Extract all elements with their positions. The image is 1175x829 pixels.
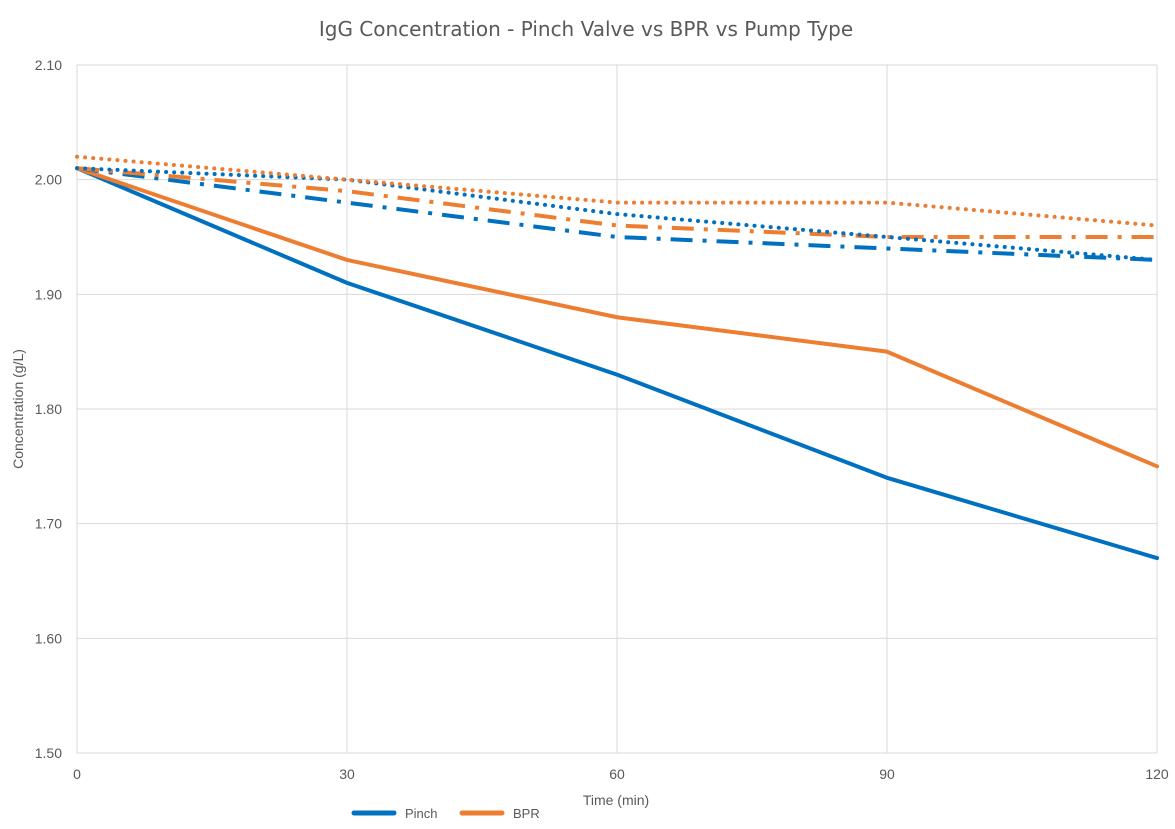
series-line-4 [75, 166, 1159, 262]
x-axis-label: Time (min) [583, 792, 649, 808]
x-tick-label: 60 [609, 766, 625, 782]
x-tick-label: 0 [73, 766, 81, 782]
series-line-1 [75, 166, 1159, 469]
series-lines [75, 154, 1159, 561]
series-line-5 [75, 154, 1159, 228]
y-tick-label: 1.60 [35, 630, 62, 646]
y-tick-label: 2.00 [35, 172, 62, 188]
y-tick-label: 1.80 [35, 401, 62, 417]
y-tick-label: 1.90 [35, 286, 62, 302]
x-tick-label: 90 [879, 766, 895, 782]
y-tick-label: 1.50 [35, 745, 62, 761]
y-axis-ticks: 1.50 1.60 1.70 1.80 1.90 2.00 2.10 [35, 57, 62, 761]
x-tick-label: 30 [339, 766, 355, 782]
y-tick-label: 2.10 [35, 57, 62, 73]
legend: Pinch BPR [351, 806, 540, 821]
gridlines [76, 64, 1158, 754]
chart-title: IgG Concentration - Pinch Valve vs BPR v… [319, 17, 853, 41]
y-tick-label: 1.70 [35, 516, 62, 532]
x-tick-label: 120 [1145, 766, 1169, 782]
legend-label-0: Pinch [405, 806, 438, 821]
y-axis-label: Concentration (g/L) [10, 349, 26, 469]
legend-label-1: BPR [513, 806, 540, 821]
series-line-0 [75, 166, 1159, 561]
x-axis-ticks: 0 30 60 90 120 [73, 766, 1169, 782]
